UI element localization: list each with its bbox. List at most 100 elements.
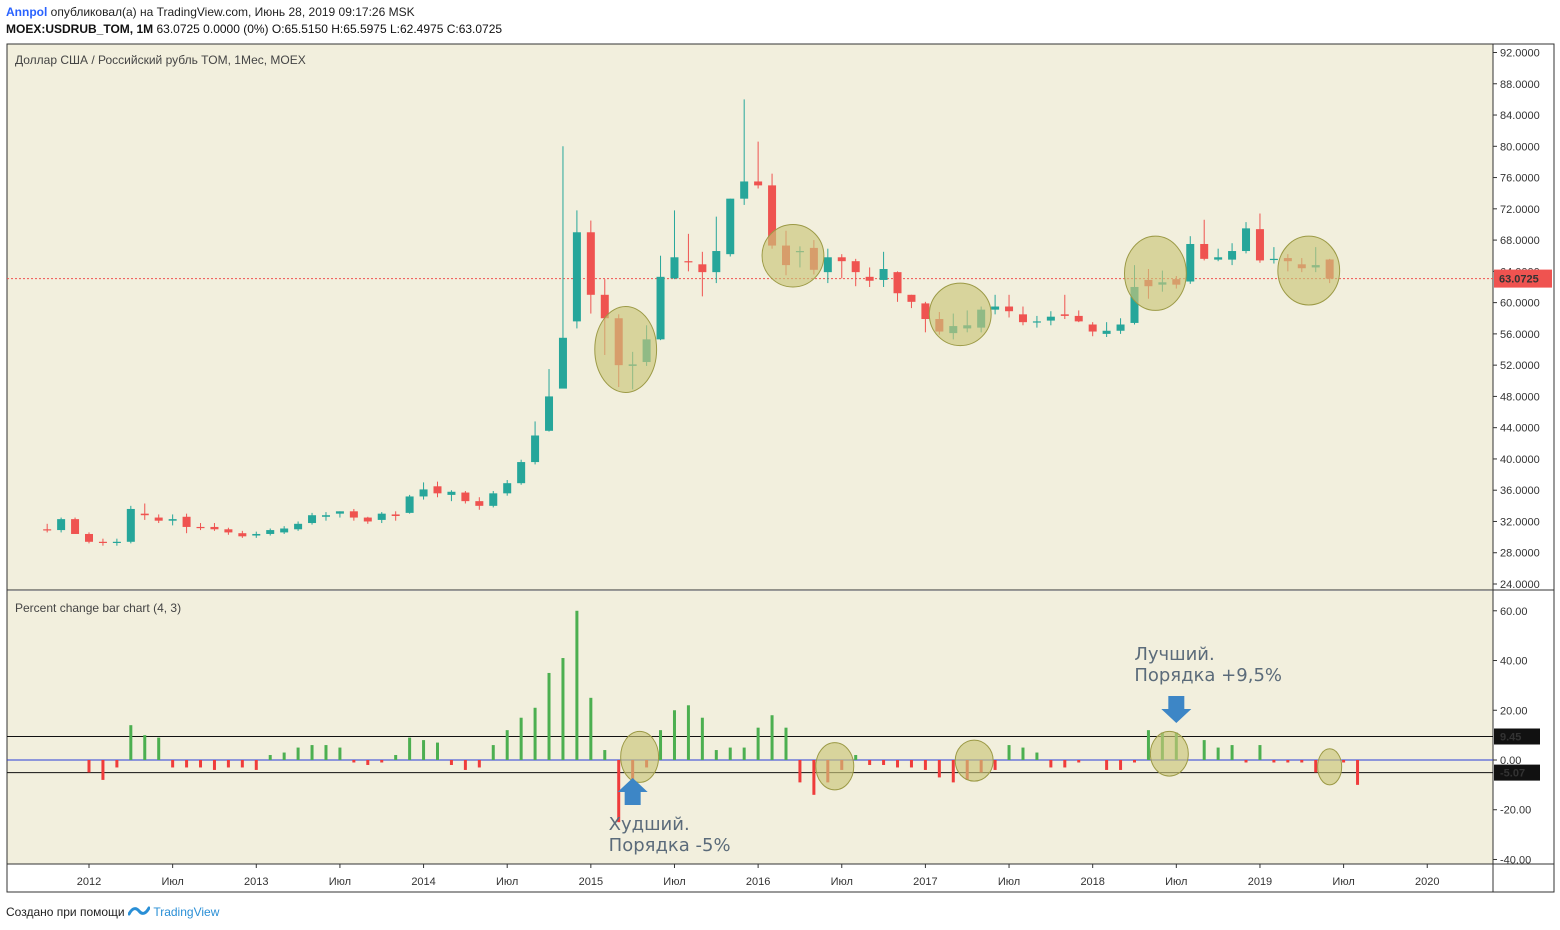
pct-bar-down[interactable] (449, 760, 453, 765)
candle-down[interactable] (893, 272, 902, 294)
candle-down[interactable] (1255, 229, 1264, 261)
candle-up[interactable] (1186, 243, 1195, 282)
pct-bar-down[interactable] (798, 760, 802, 783)
candle-down[interactable] (182, 516, 191, 527)
pct-bar-up[interactable] (854, 755, 858, 760)
candle-up[interactable] (266, 530, 275, 534)
candle-up[interactable] (1032, 321, 1041, 323)
pct-bar-up[interactable] (700, 717, 704, 760)
pct-bar-down[interactable] (1314, 760, 1318, 773)
candle-down[interactable] (238, 533, 247, 537)
pct-bar-up[interactable] (742, 747, 746, 760)
candle-down[interactable] (363, 517, 372, 522)
pct-bar-down[interactable] (1300, 760, 1304, 763)
candle-up[interactable] (1228, 251, 1237, 260)
candle-up[interactable] (1116, 324, 1125, 331)
candle-up[interactable] (558, 337, 567, 389)
candle-down[interactable] (600, 294, 609, 319)
candle-up[interactable] (1130, 286, 1139, 323)
pct-bar-down[interactable] (868, 760, 872, 765)
candle-up[interactable] (1242, 228, 1251, 252)
pct-bar-up[interactable] (143, 735, 147, 760)
pct-bar-up[interactable] (533, 707, 537, 760)
pct-bar-up[interactable] (1230, 745, 1234, 760)
candle-down[interactable] (391, 514, 400, 516)
pct-bar-down[interactable] (463, 760, 467, 770)
candle-up[interactable] (419, 489, 428, 497)
pct-bar-down[interactable] (882, 760, 886, 765)
candle-down[interactable] (1060, 314, 1069, 316)
pct-bar-up[interactable] (1202, 740, 1206, 760)
pct-bar-down[interactable] (1272, 760, 1276, 763)
candle-up[interactable] (321, 515, 330, 517)
candle-up[interactable] (712, 251, 721, 273)
pct-bar-down[interactable] (226, 760, 230, 768)
candle-up[interactable] (656, 276, 665, 340)
pct-bar-up[interactable] (157, 737, 161, 760)
pct-bar-down[interactable] (993, 760, 997, 770)
pct-bar-down[interactable] (812, 760, 816, 795)
pct-bar-down[interactable] (1133, 760, 1136, 763)
pct-bar-up[interactable] (770, 715, 774, 760)
pct-bar-down[interactable] (212, 760, 216, 770)
candle-up[interactable] (335, 511, 344, 514)
pct-bar-down[interactable] (1356, 760, 1360, 785)
candle-up[interactable] (57, 519, 66, 531)
pct-bar-up[interactable] (1258, 745, 1262, 760)
pct-bar-down[interactable] (909, 760, 913, 768)
pct-bar-down[interactable] (366, 760, 370, 765)
pct-bar-down[interactable] (923, 760, 927, 770)
pct-bar-down[interactable] (477, 760, 481, 768)
pct-bar-up[interactable] (282, 752, 286, 760)
pct-bar-down[interactable] (951, 760, 955, 783)
pct-bar-up[interactable] (268, 755, 272, 760)
candle-down[interactable] (98, 541, 107, 543)
candle-up[interactable] (252, 533, 261, 536)
pct-bar-down[interactable] (1286, 760, 1290, 763)
candle-down[interactable] (433, 486, 442, 494)
pct-bar-up[interactable] (603, 750, 607, 760)
candle-up[interactable] (531, 435, 540, 463)
candle-down[interactable] (837, 257, 846, 262)
candle-up[interactable] (991, 306, 1000, 310)
pct-bar-down[interactable] (87, 760, 91, 773)
pct-bar-up[interactable] (324, 745, 328, 760)
candle-up[interactable] (517, 462, 526, 484)
candle-up[interactable] (405, 496, 414, 513)
candle-down[interactable] (349, 511, 358, 518)
candle-down[interactable] (224, 529, 233, 533)
candle-down[interactable] (1074, 315, 1083, 322)
pct-bar-up[interactable] (659, 730, 663, 760)
pct-bar-down[interactable] (1077, 760, 1081, 763)
candle-up[interactable] (112, 541, 121, 543)
pct-bar-up[interactable] (728, 747, 732, 760)
pct-bar-down[interactable] (1119, 760, 1123, 770)
candle-down[interactable] (154, 517, 163, 521)
pct-bar-up[interactable] (561, 658, 565, 760)
pct-bar-up[interactable] (338, 747, 342, 760)
candle-up[interactable] (670, 257, 679, 279)
candle-up[interactable] (879, 269, 888, 280)
candle-down[interactable] (140, 513, 149, 516)
pct-bar-down[interactable] (185, 760, 189, 768)
candle-down[interactable] (1088, 324, 1097, 332)
pct-bar-down[interactable] (937, 760, 941, 778)
pct-bar-up[interactable] (422, 740, 426, 760)
candle-down[interactable] (851, 261, 860, 273)
candle-down[interactable] (684, 261, 693, 263)
pct-bar-up[interactable] (784, 727, 788, 760)
candle-down[interactable] (196, 526, 205, 529)
pct-bar-up[interactable] (589, 697, 593, 760)
candle-down[interactable] (210, 526, 219, 530)
candle-up[interactable] (1269, 258, 1278, 261)
candle-up[interactable] (308, 515, 317, 524)
candle-down[interactable] (865, 276, 874, 281)
candle-up[interactable] (823, 257, 832, 273)
pct-bar-up[interactable] (519, 717, 523, 760)
pct-bar-down[interactable] (380, 760, 384, 763)
candle-down[interactable] (1005, 306, 1014, 312)
pct-bar-up[interactable] (310, 745, 314, 760)
pct-bar-up[interactable] (1146, 730, 1150, 760)
pct-bar-up[interactable] (505, 730, 509, 760)
